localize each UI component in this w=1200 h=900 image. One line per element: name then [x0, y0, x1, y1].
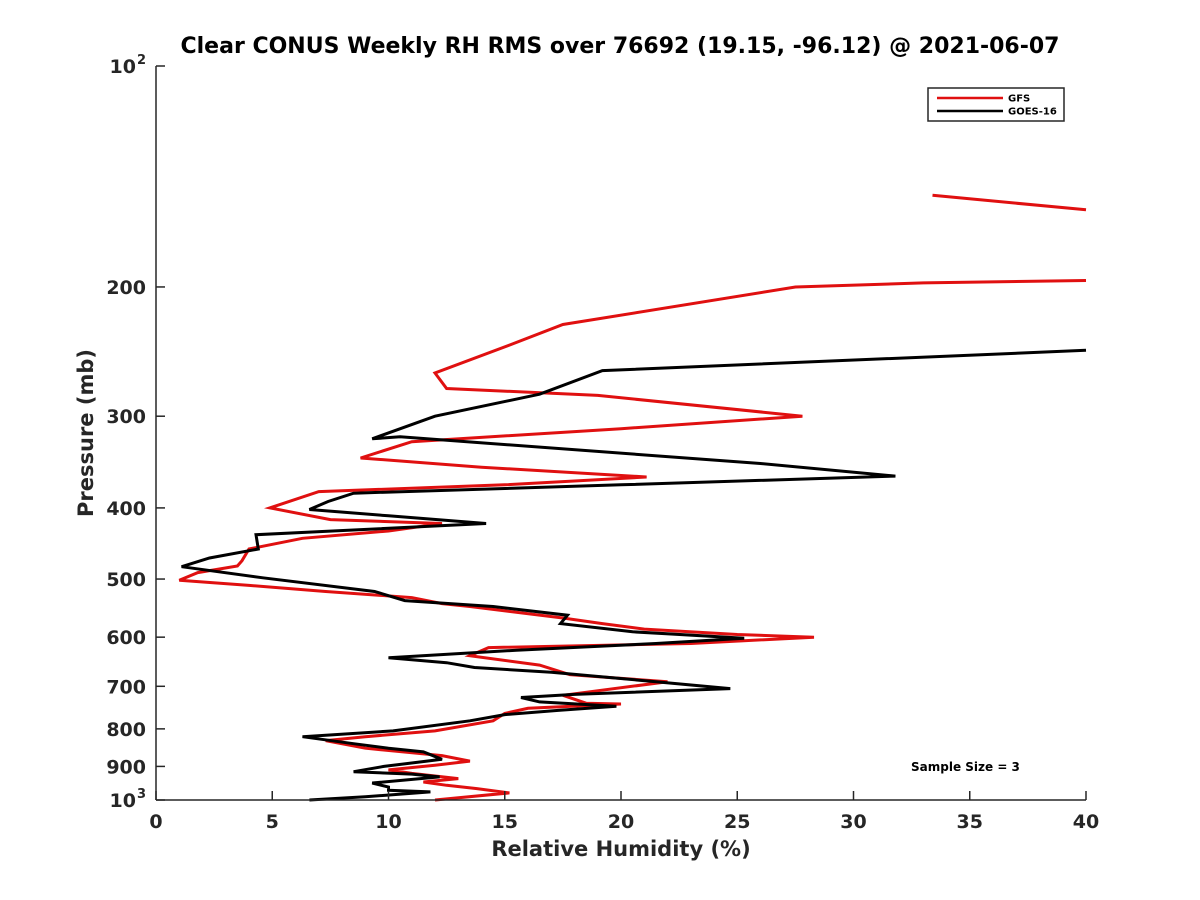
y-tick-label: 700 — [106, 676, 146, 698]
legend-box — [927, 87, 1065, 122]
legend-label-gfs: GFS — [1008, 94, 1030, 105]
y-tick-label: 900 — [106, 756, 146, 778]
y-tick-label: 10 — [110, 56, 136, 78]
plot-lines — [178, 193, 1087, 802]
y-tick-exponent: 2 — [137, 53, 146, 68]
x-tick-label: 15 — [492, 811, 518, 833]
y-tick-label: 600 — [106, 627, 146, 649]
y-tick-label: 10 — [110, 790, 136, 812]
axes — [155, 66, 1086, 801]
y-tick-label: 800 — [106, 719, 146, 741]
x-tick-label: 25 — [724, 811, 750, 833]
y-tick-label: 400 — [106, 498, 146, 520]
y-tick-label: 300 — [106, 406, 146, 428]
sample-size-annotation: Sample Size = 3 — [911, 760, 1020, 774]
x-tick-label: 10 — [375, 811, 401, 833]
x-axis-label: Relative Humidity (%) — [491, 837, 750, 861]
y-tick-exponent: 3 — [137, 787, 146, 802]
y-tick-label: 500 — [106, 569, 146, 591]
series-line-gfs-0 — [932, 193, 1087, 212]
y-axis-label: Pressure (mb) — [74, 349, 98, 517]
x-tick-label: 5 — [266, 811, 279, 833]
x-tick-label: 20 — [608, 811, 634, 833]
legend-label-goes16: GOES-16 — [1008, 107, 1057, 118]
legend: GFS GOES-16 — [927, 87, 1065, 122]
chart-title: Clear CONUS Weekly RH RMS over 76692 (19… — [181, 34, 1060, 59]
x-ticks: 0 5 10 15 20 25 30 35 40 — [149, 791, 1099, 833]
x-tick-label: 0 — [149, 811, 162, 833]
x-tick-label: 40 — [1073, 811, 1099, 833]
y-tick-label: 200 — [106, 277, 146, 299]
x-tick-label: 30 — [840, 811, 866, 833]
x-tick-label: 35 — [957, 811, 983, 833]
series-line-goes16-0 — [181, 348, 1087, 802]
series-line-gfs-1 — [178, 279, 1087, 802]
